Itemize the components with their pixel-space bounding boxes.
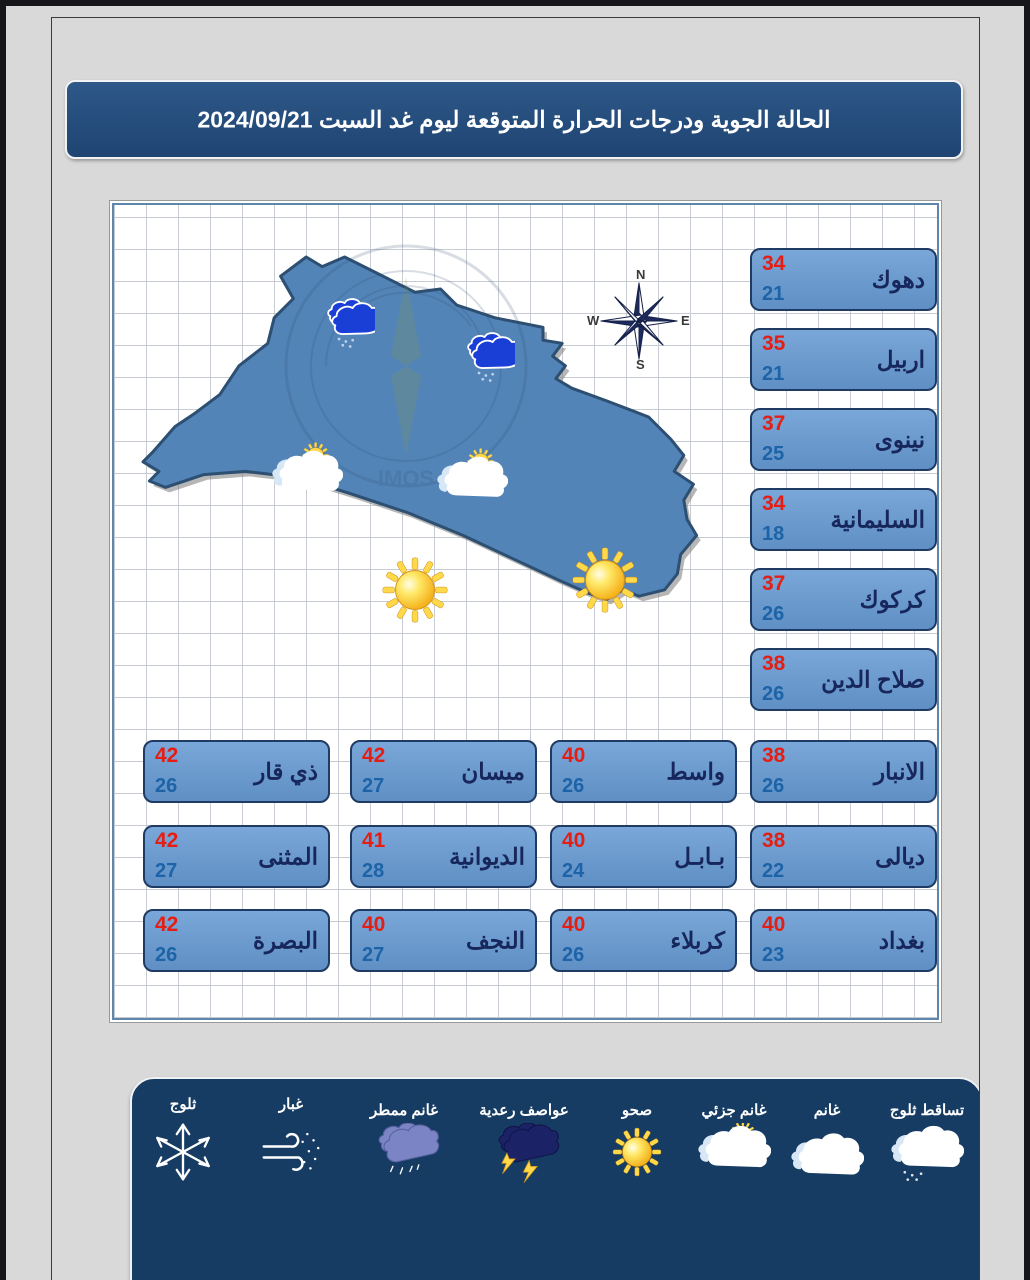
svg-text:IMOS: IMOS xyxy=(378,466,434,491)
